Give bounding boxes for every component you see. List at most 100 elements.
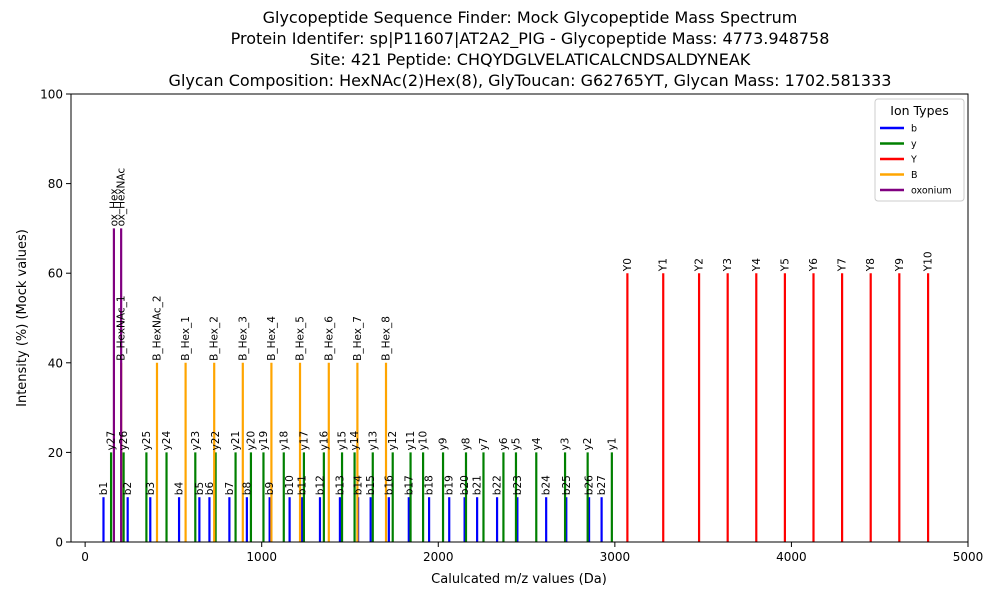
peak-label-b-hex-8: B_Hex_8 — [381, 316, 393, 361]
peak-label-b4: b4 — [174, 482, 186, 496]
title-line-4: Glycan Composition: HexNAc(2)Hex(8), Gly… — [169, 71, 892, 90]
x-tick-label: 5000 — [953, 550, 984, 564]
peak-label-y1: Y1 — [658, 258, 670, 272]
peak-label-y11: y11 — [405, 431, 417, 451]
title-line-2: Protein Identifer: sp|P11607|AT2A2_PIG -… — [231, 29, 830, 49]
peak-label-y7: y7 — [478, 437, 490, 450]
peak-label-y8: y8 — [460, 437, 472, 450]
y-tick-label: 40 — [48, 356, 63, 370]
peak-label-y26: y26 — [118, 431, 130, 451]
peak-label-b-hex-5: B_Hex_5 — [295, 316, 307, 361]
peak-label-b17: b17 — [403, 475, 415, 495]
peak-label-b9: b9 — [264, 482, 276, 495]
peak-label-y24: y24 — [161, 431, 173, 451]
title-line-1: Glycopeptide Sequence Finder: Mock Glyco… — [263, 8, 798, 27]
peak-label-y20: y20 — [245, 431, 257, 451]
peak-label-y2: Y2 — [694, 258, 706, 272]
peak-label-y4: y4 — [531, 437, 543, 450]
legend-label-y: Y — [910, 155, 917, 166]
y-tick-label: 100 — [40, 88, 63, 102]
peak-label-y10: y10 — [418, 431, 430, 451]
peak-label-b10: b10 — [284, 475, 296, 495]
peak-label-y22: y22 — [210, 431, 222, 451]
peak-label-y5: y5 — [510, 437, 522, 450]
peak-label-b13: b13 — [334, 475, 346, 495]
peak-label-b6: b6 — [204, 482, 216, 496]
x-axis-label: Calulcated m/z values (Da) — [431, 572, 607, 587]
peak-label-b20: b20 — [459, 475, 471, 495]
peak-label-y4: Y4 — [751, 258, 763, 272]
peak-label-b-hex-6: B_Hex_6 — [323, 316, 335, 361]
peak-label-y17: y17 — [298, 431, 310, 451]
peak-label-ox-hex: ox_Hex — [108, 188, 120, 226]
y-tick-label: 80 — [48, 177, 63, 191]
peak-label-b12: b12 — [314, 475, 326, 495]
peak-label-b22: b22 — [492, 475, 504, 495]
x-axis-ticks: 0 1000 2000 3000 4000 5000 — [81, 542, 983, 564]
peak-label-y2: y2 — [582, 437, 594, 450]
peak-label-b-hex-3: B_Hex_3 — [237, 316, 249, 361]
peak-label-y16: y16 — [318, 431, 330, 451]
peak-label-y0: Y0 — [622, 258, 634, 272]
peak-label-y21: y21 — [230, 431, 242, 451]
y-tick-label: 60 — [48, 267, 63, 281]
legend-label-b: B — [911, 170, 918, 181]
peak-label-b-hex-7: B_Hex_7 — [352, 316, 364, 361]
peak-label-b16: b16 — [383, 475, 395, 495]
peak-label-b3: b3 — [145, 482, 157, 495]
peak-label-b-hex-1: B_Hex_1 — [180, 316, 192, 361]
peak-label-b1: b1 — [98, 482, 110, 495]
legend-label-y: y — [911, 139, 917, 150]
x-tick-label: 3000 — [600, 550, 631, 564]
peak-label-y25: y25 — [141, 431, 153, 451]
peak-label-b7: b7 — [224, 482, 236, 495]
x-tick-label: 0 — [81, 550, 89, 564]
peak-label-b-hex-2: B_Hex_2 — [209, 316, 221, 361]
peak-label-y6: Y6 — [808, 258, 820, 272]
peak-label-y9: y9 — [438, 437, 450, 450]
peak-label-y12: y12 — [387, 431, 399, 451]
y-axis-label: Intensity (%) (Mock values) — [15, 229, 30, 407]
peak-label-b26: b26 — [584, 475, 596, 495]
legend-label-b: b — [911, 124, 917, 135]
legend-title: Ion Types — [890, 103, 948, 118]
peak-label-b15: b15 — [365, 475, 377, 495]
bars-layer — [102, 228, 930, 542]
peak-label-y6: y6 — [498, 437, 510, 450]
peak-label-y27: y27 — [106, 431, 118, 451]
peak-label-b11: b11 — [297, 475, 309, 495]
peak-label-b-hexnac-2: B_HexNAc_2 — [151, 295, 163, 360]
peak-label-b5: b5 — [194, 482, 206, 495]
y-tick-label: 20 — [48, 446, 63, 460]
peak-label-b27: b27 — [596, 475, 608, 495]
peak-label-b2: b2 — [122, 482, 134, 495]
peak-label-y23: y23 — [190, 431, 202, 451]
title-line-3: Site: 421 Peptide: CHQYDGLVELATICALCNDSA… — [310, 50, 751, 69]
x-tick-label: 1000 — [246, 550, 277, 564]
peak-label-b19: b19 — [444, 475, 456, 495]
peak-label-y5: Y5 — [779, 258, 791, 272]
peak-label-b18: b18 — [424, 475, 436, 495]
peak-label-y13: y13 — [367, 431, 379, 451]
x-tick-label: 2000 — [423, 550, 454, 564]
peak-label-b23: b23 — [512, 475, 524, 495]
peak-label-y19: y19 — [258, 431, 270, 451]
legend-label-oxonium: oxonium — [911, 186, 952, 197]
peak-label-y7: Y7 — [837, 258, 849, 272]
peak-label-y1: y1 — [606, 437, 618, 450]
peak-label-y14: y14 — [349, 431, 361, 451]
x-tick-label: 4000 — [776, 550, 807, 564]
peak-label-y3: Y3 — [722, 258, 734, 272]
peak-label-b24: b24 — [541, 475, 553, 495]
peak-label-y18: y18 — [278, 431, 290, 451]
chart-title: Glycopeptide Sequence Finder: Mock Glyco… — [169, 8, 892, 90]
peak-label-y10: Y10 — [923, 251, 935, 272]
peak-label-ox-hexnac: ox_HexNAc — [116, 168, 128, 227]
peak-label-y8: Y8 — [865, 258, 877, 272]
peak-label-b-hexnac-1: B_HexNAc_1 — [116, 295, 128, 360]
peak-label-b21: b21 — [472, 475, 484, 495]
